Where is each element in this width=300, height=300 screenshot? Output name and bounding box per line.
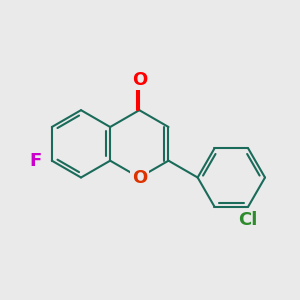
Text: F: F bbox=[29, 152, 41, 170]
Text: O: O bbox=[132, 169, 147, 187]
Text: Cl: Cl bbox=[238, 211, 258, 229]
Text: O: O bbox=[132, 71, 147, 89]
